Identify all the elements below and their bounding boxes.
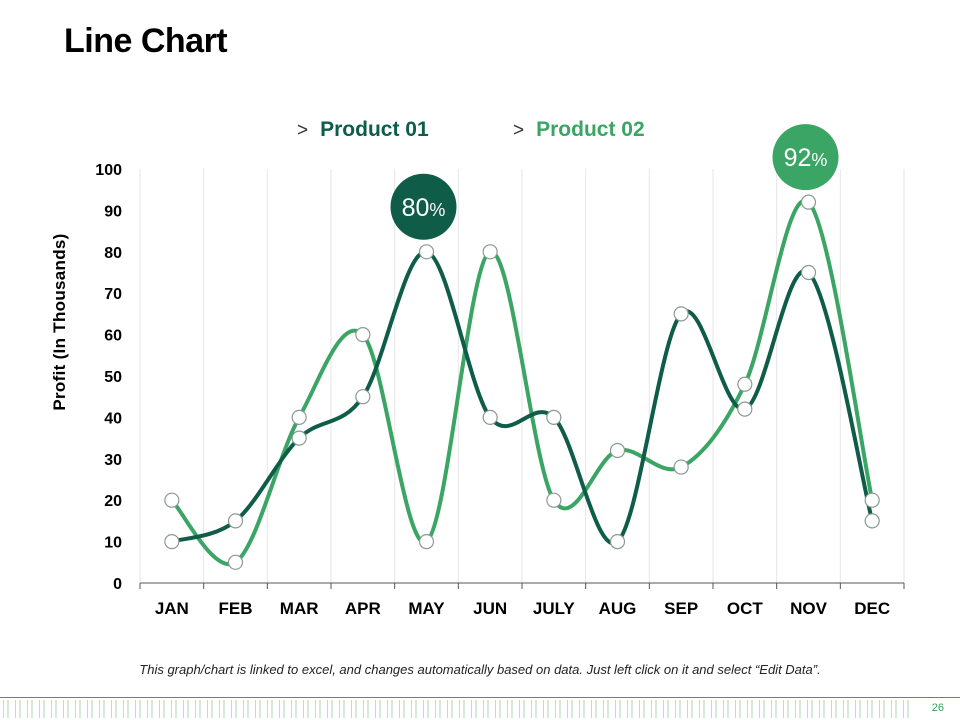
y-tick-label: 60	[104, 328, 122, 345]
x-tick-label: JAN	[155, 599, 189, 618]
x-tick-label: APR	[345, 599, 381, 618]
chevron-right-icon: >	[297, 120, 309, 141]
data-point-product-01	[546, 409, 562, 425]
annotation-bubble	[390, 173, 457, 240]
y-tick-label: 20	[104, 493, 122, 510]
data-point-product-02	[864, 492, 880, 508]
annotation-value: 92	[784, 144, 812, 172]
data-point-product-02	[737, 376, 753, 392]
annotation-value: 80	[402, 194, 430, 222]
x-tick-label: AUG	[599, 599, 637, 618]
data-point-product-01	[673, 306, 689, 322]
annotation-unit: %	[429, 200, 445, 220]
footer-divider	[0, 697, 960, 698]
data-point-product-01	[418, 244, 435, 260]
data-point-product-01	[164, 533, 180, 550]
series-line-product-01	[169, 249, 875, 546]
data-point-product-02	[418, 533, 435, 550]
y-tick-label: 30	[104, 452, 122, 469]
y-tick-label: 40	[104, 410, 122, 427]
legend-label-product-02: Product 02	[536, 118, 645, 141]
annotation-label: 92%	[784, 144, 828, 172]
data-point-product-01	[609, 533, 626, 550]
data-point-product-01	[737, 401, 753, 417]
y-tick-label: 0	[113, 576, 122, 593]
x-tick-label: JULY	[533, 599, 576, 618]
annotation-bubble	[772, 124, 839, 191]
data-point-product-01	[482, 409, 498, 425]
data-point-product-02	[355, 327, 371, 343]
data-point-product-02	[482, 244, 498, 260]
data-point-product-01	[864, 513, 880, 529]
legend-item-product-02[interactable]: > Product 02	[513, 118, 645, 142]
data-point-product-01	[291, 430, 307, 446]
annotation-unit: %	[811, 150, 827, 170]
x-tick-label: MAR	[280, 599, 319, 618]
chevron-right-icon: >	[513, 120, 525, 141]
data-point-product-02	[291, 409, 307, 425]
data-point-product-02	[164, 492, 180, 508]
annotation-label: 80%	[402, 194, 446, 222]
legend-label-product-01: Product 01	[320, 118, 429, 141]
x-tick-label: JUN	[473, 599, 507, 618]
slide-title: Line Chart	[64, 22, 228, 60]
y-tick-label: 70	[104, 286, 122, 303]
data-point-product-02	[800, 194, 817, 210]
data-point-product-01	[800, 264, 817, 281]
data-point-product-01	[227, 513, 244, 529]
x-tick-label: NOV	[790, 599, 828, 618]
y-tick-label: 100	[95, 162, 122, 179]
data-point-product-02	[673, 459, 689, 475]
chart-legend: > Product 01 > Product 02	[0, 118, 960, 148]
x-tick-label: SEP	[664, 599, 698, 618]
x-tick-label: MAY	[408, 599, 445, 618]
x-tick-label: DEC	[854, 599, 890, 618]
y-tick-label: 50	[104, 369, 122, 386]
footnote: This graph/chart is linked to excel, and…	[139, 662, 821, 677]
data-point-product-02	[227, 554, 244, 570]
line-chart[interactable]: 0 10 20 30 40 50 60 70 80 90 100 JAN FEB MAR APR MAY JUN…	[0, 0, 960, 640]
page-number: 26	[931, 702, 944, 714]
x-tick-label: OCT	[727, 599, 764, 618]
data-point-product-01	[355, 389, 371, 405]
y-tick-label: 10	[104, 535, 122, 552]
x-tick-label: FEB	[219, 599, 253, 618]
y-tick-label: 80	[104, 245, 122, 262]
data-point-product-02	[546, 492, 562, 508]
y-tick-label: 90	[104, 203, 122, 220]
legend-item-product-01[interactable]: > Product 01	[297, 118, 429, 142]
footer-decoration	[0, 700, 915, 718]
data-point-product-02	[609, 442, 626, 459]
